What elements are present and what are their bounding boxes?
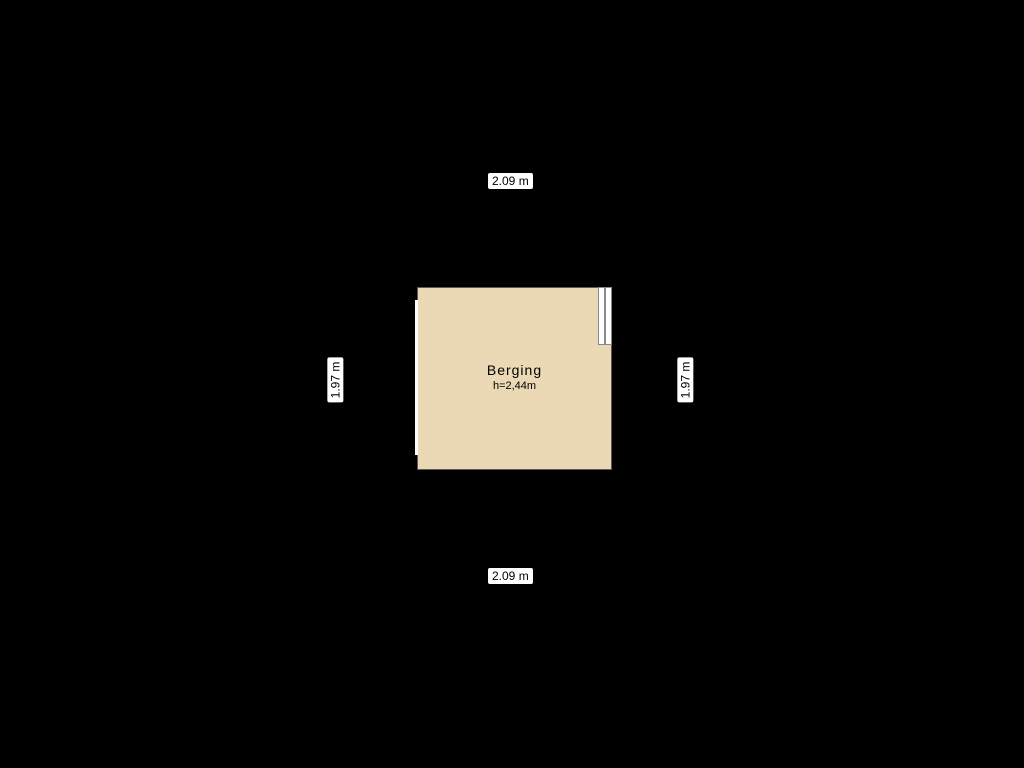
dimension-left: 1.97 m: [327, 358, 343, 403]
room-name: Berging: [418, 362, 611, 378]
room-label: Berging h=2,44m: [418, 362, 611, 392]
room-berging: Berging h=2,44m: [417, 287, 612, 470]
door-right: [598, 287, 612, 345]
dimension-right: 1.97 m: [677, 358, 693, 403]
dimension-top: 2.09 m: [488, 173, 533, 189]
door-panel: [598, 287, 605, 345]
dimension-bottom: 2.09 m: [488, 568, 533, 584]
floorplan-canvas: Berging h=2,44m 2.09 m 2.09 m 1.97 m 1.9…: [0, 0, 1024, 768]
room-height-label: h=2,44m: [418, 380, 611, 392]
door-panel: [605, 287, 612, 345]
window-left: [415, 300, 418, 455]
